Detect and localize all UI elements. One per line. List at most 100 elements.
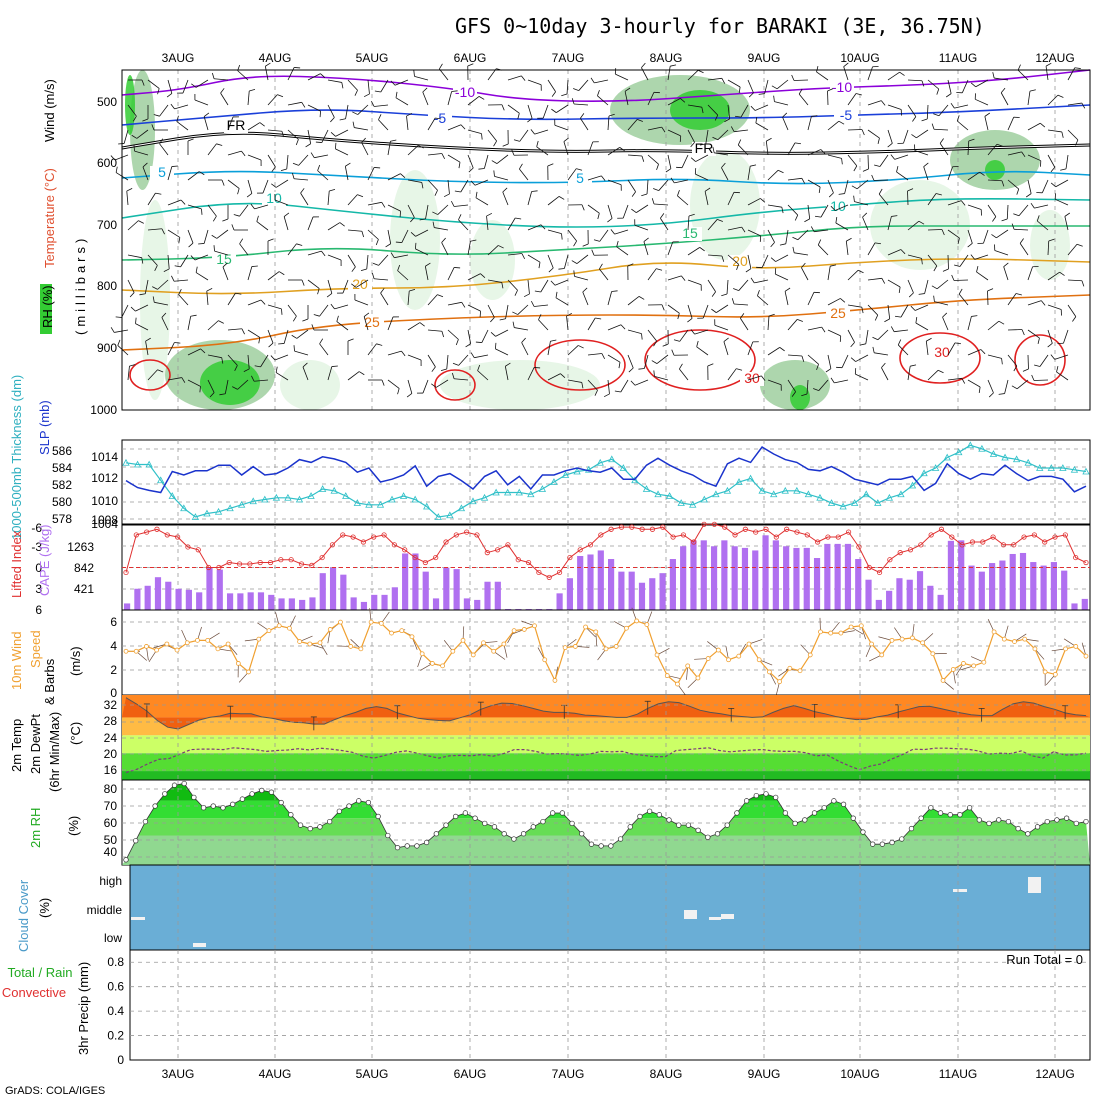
li-point [484, 550, 490, 556]
wind-barb-flag [1011, 223, 1015, 230]
wind-barb-flag [581, 204, 585, 211]
wind-barb [667, 275, 682, 281]
wind-barb-flag [295, 139, 299, 146]
wind-barb [687, 304, 693, 319]
contour-label: -10 [455, 84, 475, 100]
wind-barb [147, 192, 156, 206]
wind-barb [627, 179, 636, 192]
wind-barb [227, 328, 242, 331]
wind-barb [647, 329, 657, 342]
wind-barb [327, 222, 341, 231]
li-point [267, 559, 274, 566]
wind-barb-flag [976, 266, 979, 273]
wind-barb [447, 124, 462, 131]
rh2m-point [365, 799, 372, 806]
wind-barb-flag [493, 140, 497, 147]
cape-bar [906, 579, 913, 610]
wind-barb-flag [670, 64, 677, 67]
y-tick-label: high [99, 874, 122, 888]
wind-barb [627, 296, 640, 306]
wind-barb-flag [1021, 151, 1026, 158]
thickness-point [596, 458, 604, 466]
wind-barb [344, 166, 349, 181]
wind-barb-flag [256, 215, 259, 222]
wind-barb [817, 244, 829, 256]
run-total-label: Run Total = 0 [1006, 952, 1083, 967]
wind-barb [707, 77, 722, 81]
wind-barb [224, 379, 229, 394]
li-point [1011, 542, 1017, 548]
wind-barb-flag [766, 137, 772, 142]
thickness-point [1070, 465, 1079, 473]
wind-barb-flag [1061, 131, 1064, 138]
wind-barb [820, 204, 829, 218]
wind10m-point [1052, 671, 1058, 677]
thickness-point [191, 513, 200, 520]
rh-blob [690, 150, 760, 260]
wind-barb-flag [1011, 385, 1018, 390]
wind-barb [915, 322, 929, 331]
rh2m-point [608, 843, 614, 849]
cape-bar [680, 546, 687, 610]
thickness-point [145, 460, 153, 468]
wind-barb [167, 229, 181, 238]
wind-barb [319, 343, 329, 356]
wind-barb-flag [601, 353, 606, 360]
wind-barb-flag [270, 355, 276, 361]
wind-barb-flag [191, 83, 197, 88]
wind-barb-flag [390, 252, 395, 258]
wind-barb [247, 154, 262, 161]
wind-barb [477, 370, 489, 381]
wind-barb-flag [527, 118, 533, 123]
wind-barb [387, 141, 391, 156]
wind-barb-flag [656, 268, 663, 271]
thickness-point [272, 493, 281, 501]
wind-barb-flag [363, 93, 370, 98]
li-point [918, 542, 924, 548]
wind-barb [336, 321, 349, 331]
wind-barb-flag [561, 93, 568, 97]
y-tick-label: 1008 [91, 513, 118, 527]
wind-barb [286, 154, 289, 169]
wind-barb-flag [861, 307, 864, 314]
wind-barb [687, 129, 695, 143]
wind-barb-flag [1037, 337, 1040, 344]
wind-barb-flag [470, 352, 475, 358]
thickness-point [989, 450, 998, 457]
wind-barb [287, 304, 297, 317]
thickness-point [515, 488, 523, 496]
wind-barb-flag [653, 370, 655, 377]
wind-barb [174, 104, 189, 110]
wind-barb [406, 116, 409, 131]
wind-barb-flag [431, 366, 436, 372]
wind-barb-flag [232, 386, 238, 390]
wind-barb-flag [711, 308, 717, 313]
wind-barb [1034, 204, 1049, 209]
bottom-date-label: 11AUG [939, 1067, 977, 1081]
wind10m-point [256, 636, 262, 642]
wind-barb [347, 79, 358, 91]
y-tick-label: 28 [104, 714, 118, 728]
rh2m-point [133, 838, 139, 844]
thickness-point [133, 460, 142, 468]
wind-barb [367, 167, 375, 181]
cape-bar [196, 592, 203, 610]
wind-barb-flag [475, 191, 478, 198]
wind-barb-flag [593, 239, 600, 242]
contour-label-bg [930, 346, 954, 360]
wind-barb-flag [221, 179, 225, 186]
wind-barb-flag [258, 337, 261, 344]
wind-barb-flag [874, 164, 881, 167]
li-point [949, 534, 955, 540]
wind-barb [247, 329, 261, 338]
wind-barb-flag [521, 337, 526, 343]
wind10m-point [235, 661, 241, 666]
wind-barb-flag [857, 269, 864, 274]
wind-barb-flag [452, 362, 459, 366]
wind-barb [987, 379, 994, 394]
wind-barb-flag [908, 292, 914, 298]
wind-barb-flag [797, 319, 803, 322]
wind-barb [947, 229, 960, 239]
rh2m-point [268, 789, 275, 795]
